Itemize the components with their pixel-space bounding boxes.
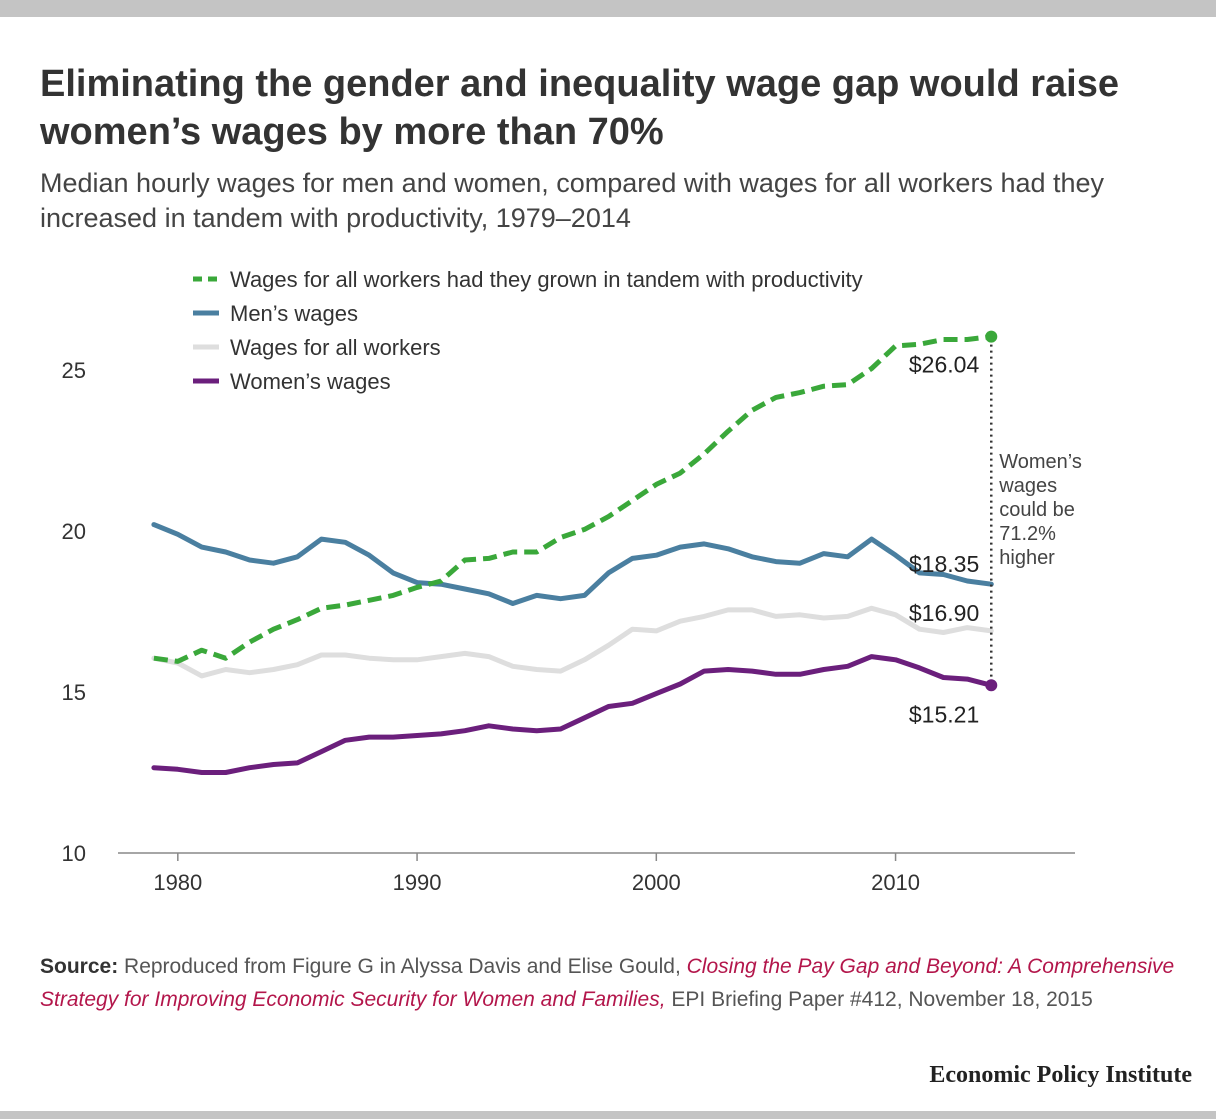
source-label: Source: (40, 955, 119, 978)
source-publication-link[interactable]: Closing the Pay Gap and Beyond: A Compre… (40, 955, 1175, 1011)
x-tick-label: 1990 (393, 870, 442, 895)
y-tick-label: 10 (62, 841, 86, 866)
source-text: Reproduced from Figure G in Alyssa Davis… (124, 955, 681, 978)
x-tick-label: 2000 (632, 870, 681, 895)
legend-label: Men’s wages (230, 301, 358, 326)
y-tick-label: 25 (62, 358, 86, 383)
x-tick-label: 1980 (153, 870, 202, 895)
womens-end-dot (985, 679, 998, 692)
gap-annotation-line: 71.2% (999, 523, 1056, 545)
legend-item-mens: Men’s wages (193, 301, 358, 326)
all-workers-end-label: $16.90 (909, 600, 979, 626)
annotations: $26.04 $18.35 $16.90 $15.21 Women’swagescoul… (909, 330, 1082, 727)
legend-label: Women’s wages (230, 369, 391, 394)
x-tick-label: 2010 (871, 870, 920, 895)
y-tick-label: 15 (62, 680, 86, 705)
legend-item-all-workers: Wages for all workers (193, 335, 441, 360)
bottom-border-bar (0, 1111, 1216, 1119)
womens-wages-line (151, 654, 994, 775)
series-lines (151, 334, 994, 775)
womens-end-label: $15.21 (909, 701, 979, 727)
gap-annotation-line: higher (999, 547, 1055, 569)
legend-item-womens: Women’s wages (193, 369, 391, 394)
y-tick-label: 20 (62, 519, 86, 544)
gap-annotation-line: Women’s (999, 451, 1082, 473)
source-note: Source: Reproduced from Figure G in Alys… (40, 950, 1180, 1016)
gap-annotation-line: could be (999, 499, 1075, 521)
line-chart: Wages for all workers had they grown in … (62, 267, 1082, 895)
legend-label: Wages for all workers had they grown in … (230, 267, 863, 292)
all-workers-line (151, 605, 994, 679)
legend-item-productivity: Wages for all workers had they grown in … (193, 267, 863, 292)
source-text-after: EPI Briefing Paper #412, November 18, 20… (671, 988, 1093, 1011)
mens-wages-line (151, 522, 994, 606)
mens-end-label: $18.35 (909, 551, 979, 577)
productivity-line (153, 334, 992, 664)
productivity-end-label: $26.04 (909, 352, 980, 378)
chart-title: Eliminating the gender and inequality wa… (40, 63, 1119, 153)
chart-subtitle: Median hourly wages for men and women, c… (40, 168, 1105, 233)
productivity-end-dot (985, 330, 998, 343)
top-border-bar (0, 0, 1216, 17)
x-axis: 1980 1990 2000 2010 (118, 852, 1075, 895)
gap-annotation-line: wages (998, 475, 1057, 497)
epi-logo: Economic Policy Institute (929, 1062, 1192, 1088)
legend: Wages for all workers had they grown in … (193, 267, 863, 394)
y-axis: 10 15 20 25 (62, 358, 86, 866)
legend-label: Wages for all workers (230, 335, 441, 360)
